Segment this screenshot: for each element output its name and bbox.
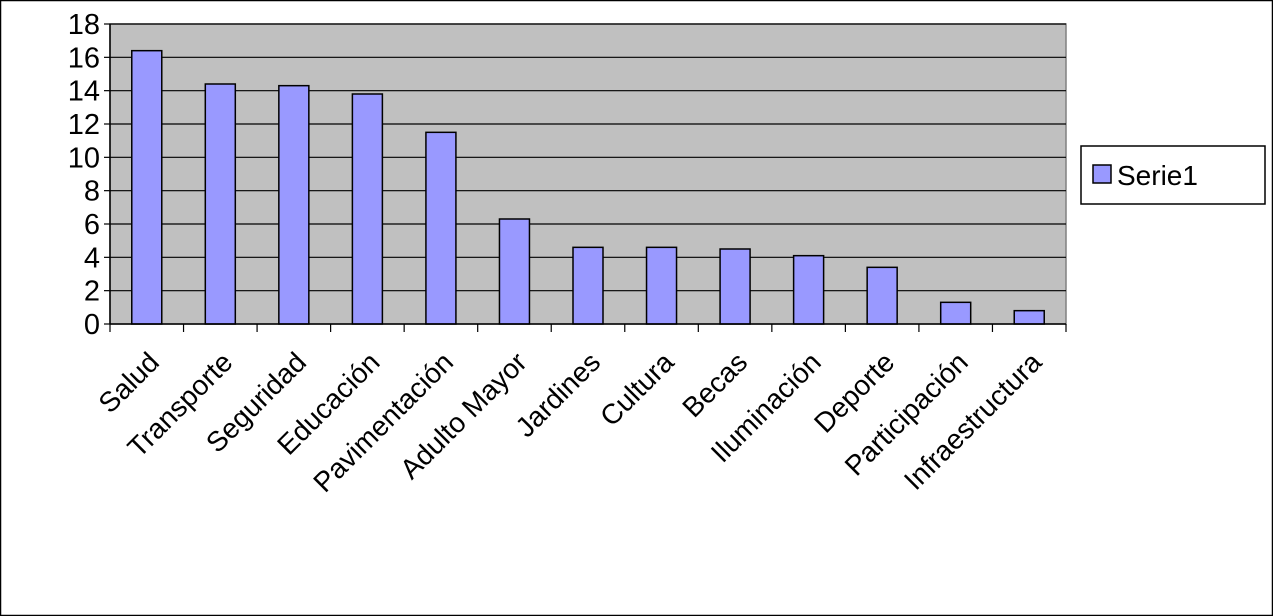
y-tick-label: 2 (84, 276, 100, 308)
bar-jardines (572, 246, 604, 325)
y-tick-label: 16 (68, 42, 100, 74)
bar-transporte (204, 83, 237, 325)
axes (104, 23, 1067, 332)
bar-pavimentación (425, 131, 457, 325)
y-tick-label: 0 (84, 309, 100, 341)
bar-infraestructura (1013, 309, 1045, 325)
y-tick-label: 10 (68, 142, 100, 174)
y-tick-label: 14 (68, 76, 100, 108)
bar-educación (351, 93, 384, 325)
bar-iluminación (792, 254, 825, 325)
bar-participación (939, 301, 972, 325)
bar-seguridad (278, 84, 310, 325)
y-tick-label: 6 (84, 209, 100, 241)
bars (131, 49, 1045, 325)
bar-salud (131, 49, 163, 325)
legend: Serie1 (1080, 145, 1266, 205)
y-tick-label: 8 (84, 176, 100, 208)
bar-becas (719, 248, 751, 325)
y-tick-label: 12 (68, 109, 100, 141)
y-tick-label: 4 (84, 242, 100, 274)
legend-swatch (1092, 164, 1112, 184)
legend-label: Serie1 (1117, 160, 1198, 191)
y-tick-label: 18 (68, 9, 100, 41)
bar-deporte (866, 266, 898, 325)
bar-cultura (645, 246, 678, 325)
bar-adulto-mayor (498, 218, 531, 325)
